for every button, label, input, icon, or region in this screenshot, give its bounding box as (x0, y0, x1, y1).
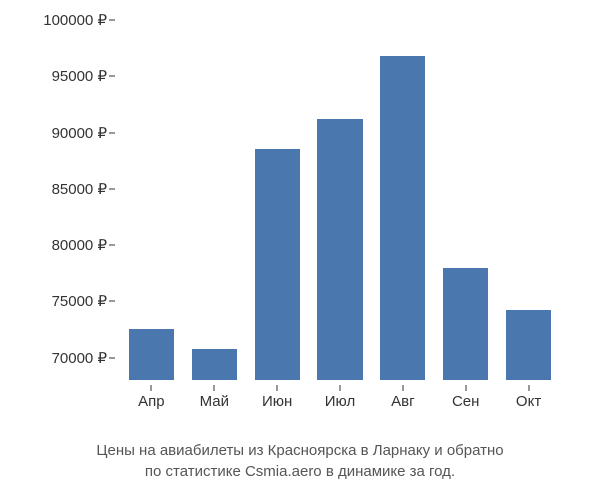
plot-area (120, 20, 560, 380)
chart-caption: Цены на авиабилеты из Красноярска в Ларн… (0, 440, 600, 482)
y-tick-label: 85000 ₽ (52, 180, 107, 198)
x-tick-label: Май (200, 393, 229, 410)
x-tick-mark (277, 385, 278, 391)
bar (129, 329, 174, 380)
x-tick-mark (214, 385, 215, 391)
x-tick-mark (528, 385, 529, 391)
x-tick-label: Апр (138, 393, 164, 410)
x-tick-mark (151, 385, 152, 391)
y-tick-label: 75000 ₽ (52, 292, 107, 310)
y-tick-mark (109, 357, 115, 358)
bar (380, 56, 425, 380)
y-tick-mark (109, 301, 115, 302)
x-tick-mark (402, 385, 403, 391)
y-tick-label: 90000 ₽ (52, 124, 107, 142)
bar (317, 119, 362, 380)
x-axis: Апр Май Июн Июл Авг Сен Окт (120, 385, 560, 415)
price-chart: 70000 ₽ 75000 ₽ 80000 ₽ 85000 ₽ 90000 ₽ 95000… (20, 10, 580, 430)
x-tick-label: Сен (452, 393, 479, 410)
x-tick-mark (340, 385, 341, 391)
caption-line-2: по статистике Csmia.aero в динамике за г… (0, 461, 600, 482)
x-tick-label: Июн (262, 393, 292, 410)
y-tick-label: 80000 ₽ (52, 236, 107, 254)
x-tick-label: Июл (325, 393, 355, 410)
x-tick-label: Окт (516, 393, 541, 410)
y-tick-label: 100000 ₽ (43, 11, 107, 29)
y-axis: 70000 ₽ 75000 ₽ 80000 ₽ 85000 ₽ 90000 ₽ 95000… (20, 20, 115, 380)
caption-line-1: Цены на авиабилеты из Красноярска в Ларн… (0, 440, 600, 461)
y-tick-mark (109, 132, 115, 133)
y-tick-mark (109, 76, 115, 77)
bar (255, 149, 300, 380)
y-tick-mark (109, 188, 115, 189)
y-tick-mark (109, 20, 115, 21)
bar (443, 268, 488, 381)
bar (506, 310, 551, 380)
x-tick-label: Авг (391, 393, 414, 410)
y-tick-label: 70000 ₽ (52, 349, 107, 367)
bar (192, 349, 237, 381)
y-tick-mark (109, 245, 115, 246)
y-tick-label: 95000 ₽ (52, 67, 107, 85)
x-tick-mark (465, 385, 466, 391)
